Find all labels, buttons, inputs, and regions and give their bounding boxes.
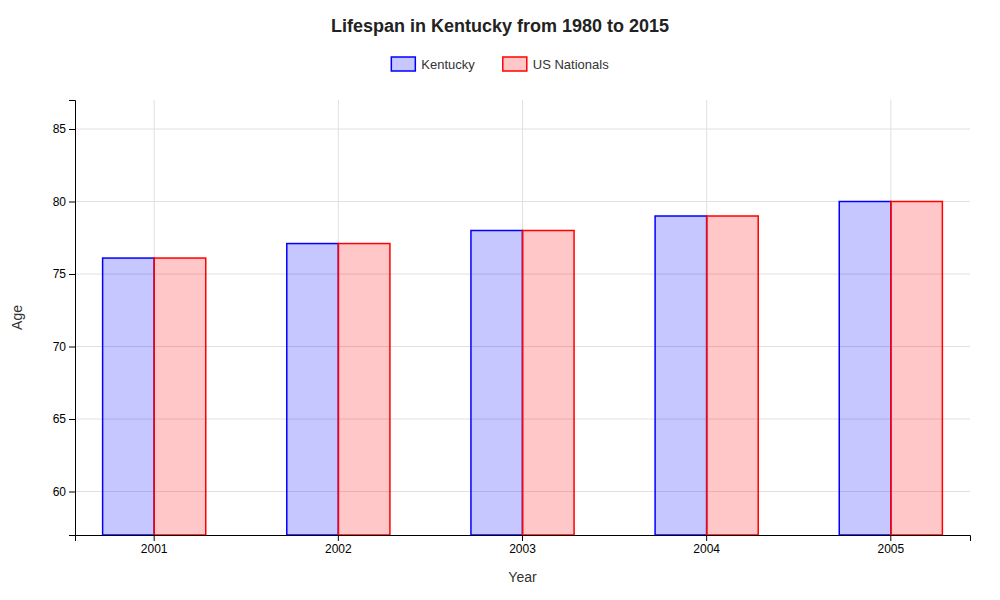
legend-item: US Nationals — [503, 57, 609, 72]
tick-label: 2002 — [325, 542, 352, 556]
legend-swatch — [391, 57, 415, 71]
x-axis-title: Year — [508, 569, 537, 585]
tick: 65 — [53, 412, 75, 426]
tick-mark — [69, 492, 75, 493]
axis-line — [69, 101, 76, 536]
tick-mark — [69, 274, 75, 275]
legend: Kentucky US Nationals — [391, 57, 609, 72]
bar — [707, 216, 759, 535]
x-axis: 2001 2002 2003 2004 2005 — [76, 535, 971, 556]
bar — [471, 231, 523, 536]
tick: 2001 — [141, 535, 168, 556]
tick-mark — [706, 535, 707, 541]
tick-label: 60 — [53, 485, 67, 499]
tick-label: 75 — [53, 267, 67, 281]
axis-line — [76, 536, 971, 542]
tick-mark — [522, 535, 523, 541]
plot: 2001 2002 2003 2004 2005 60 65 70 75 80 85 — [53, 100, 971, 556]
y-axis-title: Age — [9, 305, 25, 330]
tick: 85 — [53, 122, 75, 136]
tick-mark — [890, 535, 891, 541]
y-axis: 60 65 70 75 80 85 — [53, 101, 76, 536]
bar — [839, 202, 891, 536]
tick: 70 — [53, 340, 75, 354]
tick-label: 2004 — [693, 542, 720, 556]
tick-mark — [154, 535, 155, 541]
tick: 2002 — [325, 535, 352, 556]
bar — [154, 258, 206, 535]
tick-label: 65 — [53, 412, 67, 426]
tick-label: 85 — [53, 122, 67, 136]
tick: 2003 — [509, 535, 536, 556]
title: Lifespan in Kentucky from 1980 to 2015 — [331, 16, 669, 36]
tick: 2004 — [693, 535, 720, 556]
tick-label: 2001 — [141, 542, 168, 556]
legend-item: Kentucky — [391, 57, 475, 72]
legend-swatch — [503, 57, 527, 71]
tick-label: 2005 — [877, 542, 904, 556]
tick-mark — [69, 419, 75, 420]
bar — [891, 202, 943, 536]
bar — [287, 244, 339, 535]
legend-label: US Nationals — [533, 57, 609, 72]
tick-mark — [69, 202, 75, 203]
bar — [655, 216, 707, 535]
tick-mark — [338, 535, 339, 541]
tick-label: 70 — [53, 340, 67, 354]
tick: 2005 — [877, 535, 904, 556]
tick-label: 2003 — [509, 542, 536, 556]
bar — [338, 244, 390, 535]
tick: 80 — [53, 195, 75, 209]
tick-mark — [69, 347, 75, 348]
bar — [523, 231, 575, 536]
chart: 2001 2002 2003 2004 2005 60 65 70 75 80 85 Year Age L… — [0, 0, 1000, 600]
grid — [75, 100, 970, 535]
bars — [103, 202, 943, 536]
tick-label: 80 — [53, 195, 67, 209]
tick: 60 — [53, 485, 75, 499]
tick-mark — [69, 129, 75, 130]
tick: 75 — [53, 267, 75, 281]
bar — [103, 258, 155, 535]
legend-label: Kentucky — [421, 57, 475, 72]
